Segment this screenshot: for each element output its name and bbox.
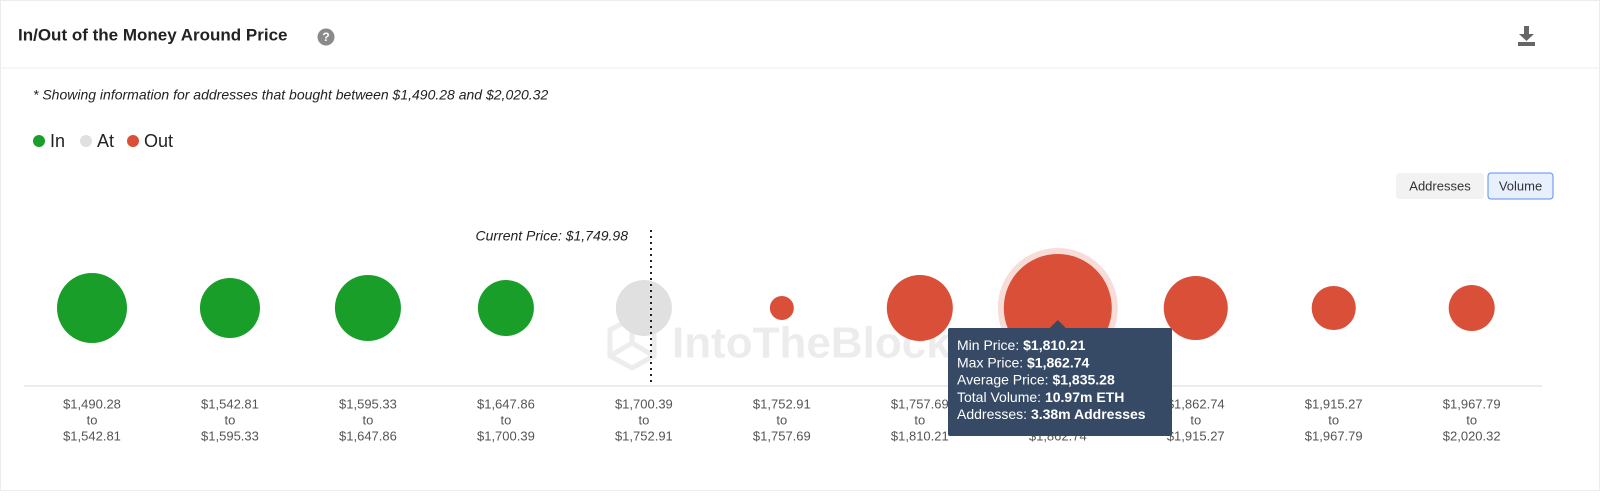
x-range-max: $1,647.86 xyxy=(339,428,397,443)
x-range-connector: to xyxy=(1328,412,1339,427)
tooltip-pointer xyxy=(1049,320,1066,328)
tooltip-key: Addresses: xyxy=(957,406,1027,422)
x-range-max: $1,757.69 xyxy=(753,428,811,443)
x-range-min: $1,862.74 xyxy=(1167,396,1225,411)
bubble[interactable] xyxy=(199,277,260,339)
bubble[interactable] xyxy=(1448,285,1495,331)
tooltip-key: Max Price: xyxy=(957,354,1023,370)
legend-swatch xyxy=(80,135,92,147)
x-range-connector: to xyxy=(500,412,511,427)
x-range-connector: to xyxy=(776,412,787,427)
tooltip-value: 10.97m ETH xyxy=(1045,389,1124,405)
tooltip-line: Average Price: $1,835.28 xyxy=(957,371,1115,387)
x-range-connector: to xyxy=(914,412,925,427)
x-range-connector: to xyxy=(1466,412,1477,427)
toggle-label[interactable]: Volume xyxy=(1499,178,1542,193)
x-range-max: $2,020.32 xyxy=(1443,428,1501,443)
current-price-label: Current Price: $1,749.98 xyxy=(475,228,628,244)
tooltip-line: Min Price: $1,810.21 xyxy=(957,337,1086,353)
tooltip-value: $1,810.21 xyxy=(1023,337,1085,353)
legend-swatch xyxy=(127,135,139,147)
help-icon[interactable]: ? xyxy=(317,28,335,46)
x-range-min: $1,967.79 xyxy=(1443,396,1501,411)
bubble[interactable] xyxy=(769,296,794,320)
x-range-max: $1,595.33 xyxy=(201,428,259,443)
x-range-min: $1,595.33 xyxy=(339,396,397,411)
bubble[interactable] xyxy=(886,274,953,342)
toggle-button[interactable] xyxy=(1396,173,1484,199)
bubble[interactable] xyxy=(56,272,128,344)
x-range-max: $1,700.39 xyxy=(477,428,535,443)
bubble[interactable] xyxy=(615,279,672,337)
x-range-max: $1,542.81 xyxy=(63,428,121,443)
legend-label: At xyxy=(97,131,114,151)
download-arrow[interactable] xyxy=(1519,34,1534,41)
x-range-min: $1,700.39 xyxy=(615,396,673,411)
x-range-connector: to xyxy=(363,412,374,427)
x-range-max: $1,810.21 xyxy=(891,428,949,443)
x-range-min: $1,542.81 xyxy=(201,396,259,411)
download-icon[interactable] xyxy=(1518,26,1535,46)
bubble[interactable] xyxy=(477,279,534,337)
tooltip-key: Average Price: xyxy=(957,371,1049,387)
toggle-button[interactable] xyxy=(1487,172,1554,200)
x-range-min: $1,915.27 xyxy=(1305,396,1363,411)
tooltip-key: Total Volume: xyxy=(957,389,1041,405)
x-range-min: $1,752.91 xyxy=(753,396,811,411)
tooltip-line: Total Volume: 10.97m ETH xyxy=(957,389,1124,405)
bubble[interactable] xyxy=(1163,275,1228,341)
x-range-connector: to xyxy=(225,412,236,427)
legend-label: In xyxy=(50,131,65,151)
tooltip-value: 3.38m Addresses xyxy=(1031,406,1146,422)
x-range-min: $1,647.86 xyxy=(477,396,535,411)
tooltip-box xyxy=(948,328,1172,436)
x-range-min: $1,490.28 xyxy=(63,396,121,411)
toggle-label[interactable]: Addresses xyxy=(1409,178,1471,193)
legend-label: Out xyxy=(144,131,173,151)
bubble[interactable] xyxy=(334,274,401,342)
x-range-max: $1,752.91 xyxy=(615,428,673,443)
note: * Showing information for addresses that… xyxy=(33,87,548,103)
x-range-connector: to xyxy=(87,412,98,427)
title: In/Out of the Money Around Price xyxy=(18,25,288,44)
download-stem[interactable] xyxy=(1524,26,1529,36)
x-range-max: $1,915.27 xyxy=(1167,428,1225,443)
tooltip-line: Max Price: $1,862.74 xyxy=(957,354,1090,370)
tooltip-line: Addresses: 3.38m Addresses xyxy=(957,406,1146,422)
legend-swatch xyxy=(33,135,45,147)
x-range-min: $1,757.69 xyxy=(891,396,949,411)
bubble[interactable] xyxy=(1311,285,1356,331)
x-range-connector: to xyxy=(1190,412,1201,427)
x-range-connector: to xyxy=(638,412,649,427)
help-glyph[interactable]: ? xyxy=(322,30,329,44)
x-range-max: $1,967.79 xyxy=(1305,428,1363,443)
tooltip-key: Min Price: xyxy=(957,337,1019,353)
download-base[interactable] xyxy=(1518,42,1535,46)
tooltip-value: $1,862.74 xyxy=(1027,354,1089,370)
tooltip-value: $1,835.28 xyxy=(1052,371,1114,387)
help-circle[interactable] xyxy=(317,28,335,46)
